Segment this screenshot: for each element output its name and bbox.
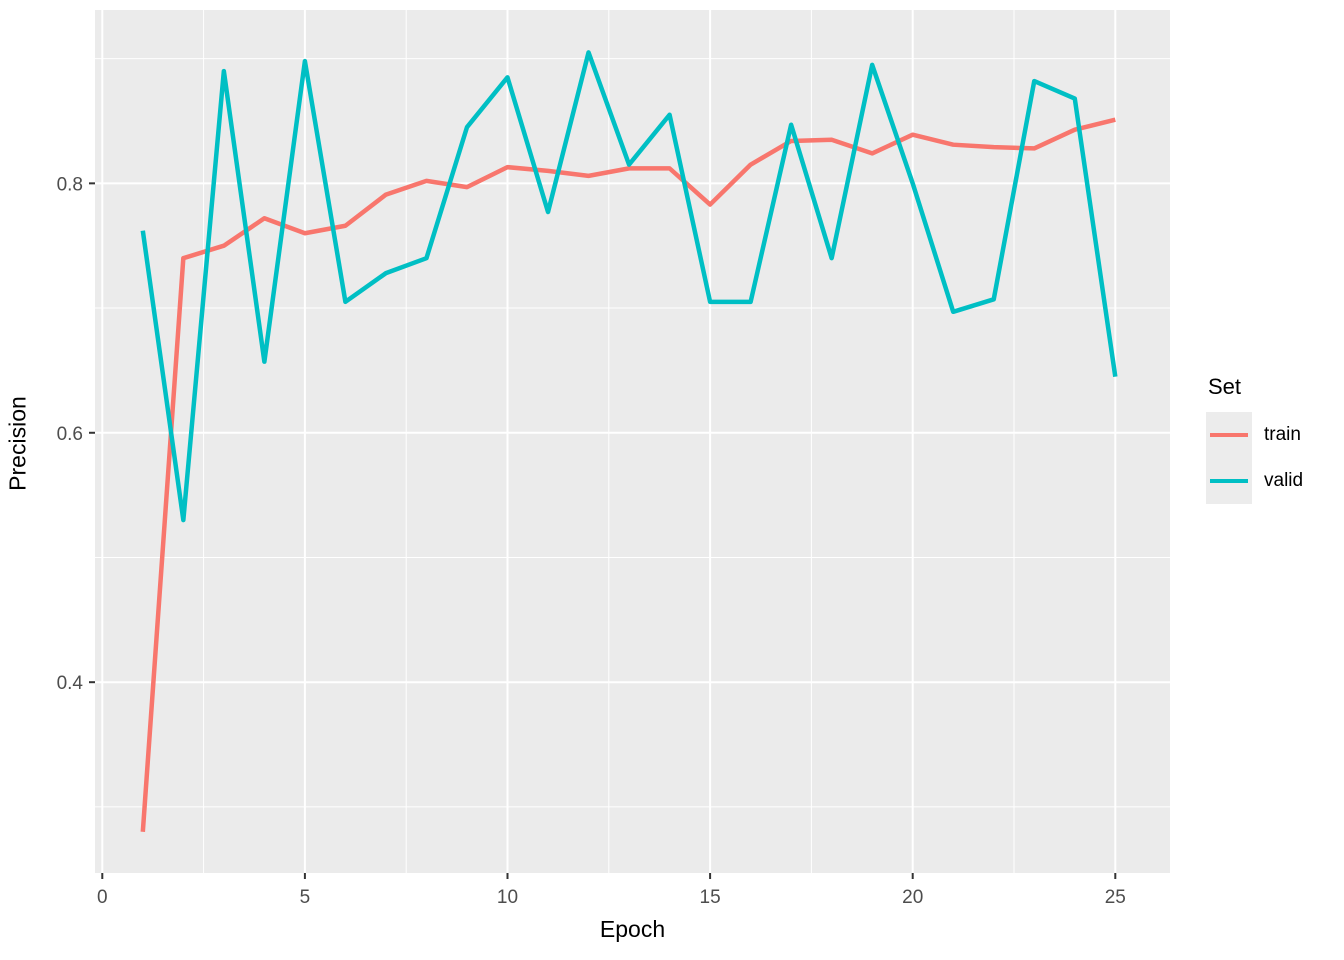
legend-key-valid bbox=[1206, 458, 1252, 504]
x-axis-tick-label: 5 bbox=[300, 887, 311, 908]
legend: Set train valid bbox=[1206, 374, 1303, 504]
y-axis-title: Precision bbox=[4, 396, 31, 491]
x-axis-title: Epoch bbox=[599, 916, 666, 942]
valid-line bbox=[140, 50, 1118, 523]
x-axis-tick-label: 15 bbox=[700, 887, 721, 908]
legend-entry-train: train bbox=[1206, 412, 1303, 458]
plot-panel bbox=[95, 10, 1170, 873]
train-line bbox=[140, 117, 1116, 833]
y-axis-tick-label: 0.4 bbox=[57, 673, 84, 694]
x-axis-tick-label: 25 bbox=[1105, 887, 1126, 908]
legend-entry-valid: valid bbox=[1206, 458, 1303, 504]
legend-label-valid: valid bbox=[1264, 470, 1304, 491]
valid-line-swatch bbox=[1210, 479, 1248, 483]
legend-title: Set bbox=[1208, 374, 1242, 399]
y-axis-tick-label: 0.6 bbox=[57, 424, 83, 445]
x-axis-tick-label: 20 bbox=[902, 887, 923, 908]
legend-label-train: train bbox=[1264, 424, 1301, 445]
x-axis-tick-label: 0 bbox=[97, 887, 108, 908]
x-axis-tick-label: 10 bbox=[497, 887, 518, 908]
train-line-swatch bbox=[1210, 433, 1248, 437]
y-axis-tick-label: 0.8 bbox=[57, 174, 83, 195]
legend-key-train bbox=[1206, 412, 1252, 458]
